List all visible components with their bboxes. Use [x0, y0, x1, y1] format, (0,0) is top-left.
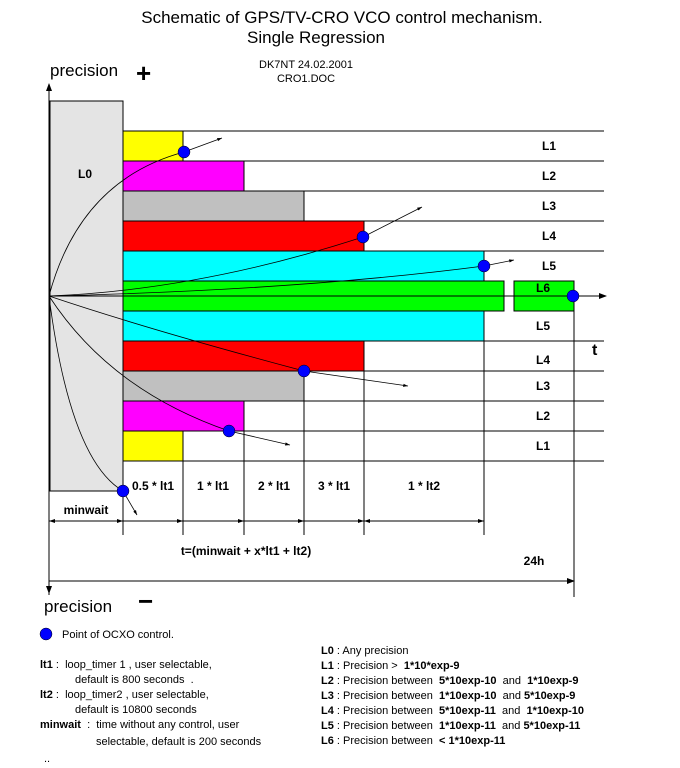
legend-ellipsis: .. [44, 753, 50, 765]
dimension-lines [49, 519, 575, 584]
level-bars [122, 130, 575, 462]
level-label-L5-lower: L5 [536, 319, 550, 333]
control-point [297, 364, 311, 378]
level-label-L3-lower: L3 [536, 379, 550, 393]
legend-level-L2: L2 : Precision between 5*10exp-10 and 1*… [321, 675, 578, 687]
bar-L4-lower [122, 340, 365, 372]
level-label-L3-upper: L3 [542, 199, 556, 213]
bar-L5-upper [122, 250, 485, 282]
regression-curves [48, 137, 515, 516]
bar-L1-lower [122, 430, 184, 462]
control-point [477, 259, 491, 273]
control-point [177, 145, 191, 159]
legend-dot-icon [39, 627, 53, 641]
legend-lt2: lt2 : loop_timer2 , user selectable, [40, 689, 209, 701]
level-label-L5-upper: L5 [542, 259, 556, 273]
level-label-L6: L6 [536, 281, 550, 295]
level-label-L4-upper: L4 [542, 229, 556, 243]
time-label-3lt1: 3 * lt1 [318, 479, 350, 493]
legend-level-L0: L0 : Any precision [321, 645, 408, 657]
doc-name: CRO1.DOC [277, 73, 335, 85]
control-point [116, 484, 130, 498]
legend-level-L3: L3 : Precision between 1*10exp-10 and 5*… [321, 690, 575, 702]
time-label-0.5lt1: 0.5 * lt1 [132, 479, 174, 493]
bar-L3-lower [122, 370, 305, 402]
bar-L1-upper [122, 130, 184, 162]
t-axis-label: t [592, 342, 598, 359]
control-point [566, 289, 580, 303]
legend-minwait-default: selectable, default is 200 seconds [96, 736, 262, 748]
level-label-L4-lower: L4 [536, 353, 550, 367]
plus-sign: + [136, 58, 151, 88]
legend-level-L6: L6 : Precision between < 1*10exp-11 [321, 735, 505, 747]
minwait-label: minwait [64, 503, 109, 517]
bar-L2-upper [122, 160, 245, 192]
legend-level-L1: L1 : Precision > 1*10*exp-9 [321, 660, 460, 672]
bar-L2-lower [122, 400, 245, 432]
level-label-L1-upper: L1 [542, 139, 556, 153]
author: DK7NT 24.02.2001 [259, 59, 353, 71]
time-label-lt2: 1 * lt2 [408, 479, 440, 493]
legend-lt2-default: default is 10800 seconds [75, 704, 197, 716]
formula: t=(minwait + x*lt1 + lt2) [181, 544, 311, 558]
level-label-L2-lower: L2 [536, 409, 550, 423]
level-label-L2-upper: L2 [542, 169, 556, 183]
title-line1: Schematic of GPS/TV-CRO VCO control mech… [141, 8, 543, 27]
legend-dot-text: Point of OCXO control. [62, 629, 174, 641]
control-point [222, 424, 236, 438]
day-label: 24h [524, 554, 545, 568]
legend-lt1-default: default is 800 seconds . [75, 674, 194, 686]
title-line2: Single Regression [247, 28, 385, 47]
precision-minus-label: precision [44, 597, 112, 616]
time-label-2lt1: 2 * lt1 [258, 479, 290, 493]
minus-sign: − [138, 586, 153, 616]
legend-minwait: minwait : time without any control, user [40, 719, 240, 731]
bar-L4-upper [122, 220, 365, 252]
bar-L3-upper [122, 190, 305, 222]
legend-level-L4: L4 : Precision between 5*10exp-11 and 1*… [321, 705, 584, 717]
level-label-L1-lower: L1 [536, 439, 550, 453]
time-label-1lt1: 1 * lt1 [197, 479, 229, 493]
precision-plus-label: precision [50, 61, 118, 80]
row-lines [49, 130, 604, 597]
level-L0-label: L0 [78, 167, 92, 181]
control-point [356, 230, 370, 244]
legend-level-L5: L5 : Precision between 1*10exp-11 and 5*… [321, 720, 580, 732]
level-legend: L0 : Any precision L1 : Precision > 1*10… [321, 645, 584, 747]
bar-L5-lower [122, 310, 485, 342]
legend-lt1: lt1 : loop_timer 1 , user selectable, [40, 659, 212, 671]
